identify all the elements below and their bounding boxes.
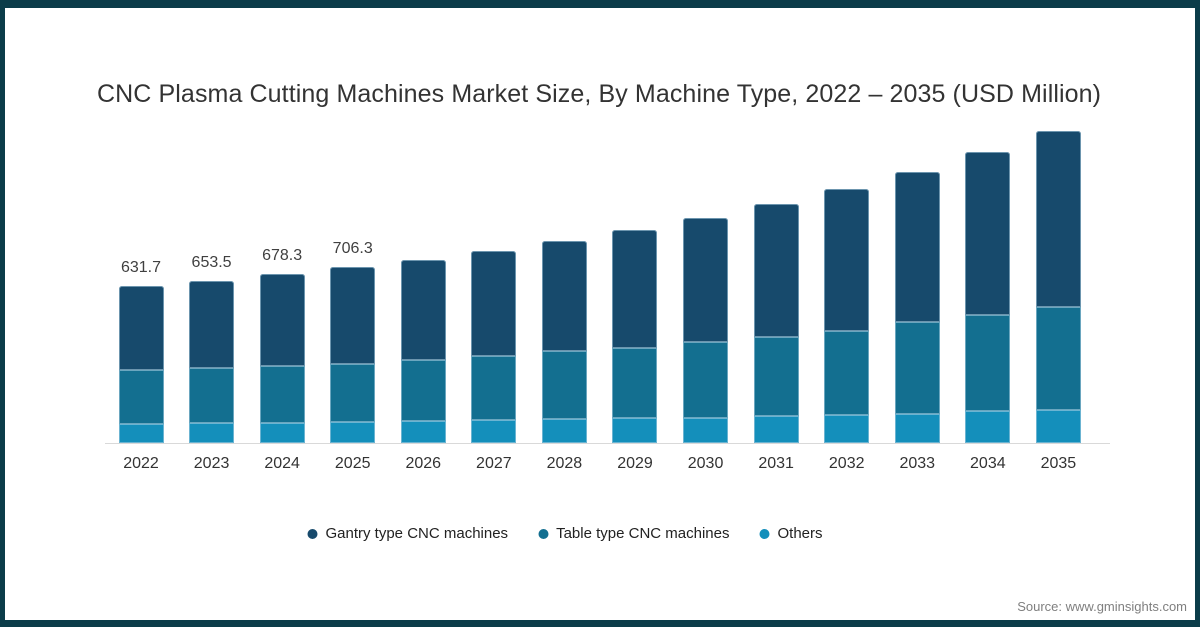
legend-item-table-type-cnc-machines: Table type CNC machines [538,525,729,542]
x-axis-label-2027: 2027 [476,455,512,472]
legend-dot-icon [307,528,318,539]
bar-segment-table-type-cnc-machines-2035 [1035,307,1081,411]
bar-segment-others-2027 [471,420,517,443]
x-axis-label-2028: 2028 [546,455,583,472]
bar-segment-gantry-type-cnc-machines-2023 [189,280,235,369]
bar-segment-others-2025 [330,421,376,443]
bar-segment-gantry-type-cnc-machines-2032 [824,189,870,331]
x-axis-label-2032: 2032 [828,455,865,472]
bar-segment-others-2032 [824,415,870,443]
bar-total-label-2023: 653.5 [191,253,232,271]
x-axis-label-2034: 2034 [970,455,1006,472]
bar-segment-others-2031 [753,416,799,443]
bar-total-label-2022: 631.7 [120,259,162,276]
legend-dot-icon [759,528,770,539]
bar-segment-table-type-cnc-machines-2027 [471,356,517,421]
bar-segment-gantry-type-cnc-machines-2034 [965,152,1011,316]
x-axis-line [105,443,1110,444]
bar-segment-table-type-cnc-machines-2026 [400,359,446,422]
bar-segment-others-2024 [259,423,305,443]
x-axis-label-2026: 2026 [405,455,442,472]
bar-segment-table-type-cnc-machines-2032 [824,330,870,416]
legend-item-gantry-type-cnc-machines: Gantry type CNC machines [307,525,508,542]
x-axis-label-2031: 2031 [758,455,794,472]
bar-segment-gantry-type-cnc-machines-2035 [1035,131,1081,308]
bar-segment-gantry-type-cnc-machines-2030 [683,217,729,343]
legend-label: Others [777,525,823,542]
bar-segment-gantry-type-cnc-machines-2029 [612,229,658,348]
bar-segment-table-type-cnc-machines-2029 [612,347,658,419]
bar-segment-table-type-cnc-machines-2030 [683,342,729,418]
bar-segment-others-2030 [683,417,729,443]
bar-segment-table-type-cnc-machines-2024 [259,366,305,424]
bar-segment-table-type-cnc-machines-2028 [541,351,587,420]
legend-dot-icon [538,528,549,539]
bar-segment-others-2026 [400,421,446,443]
bar-segment-others-2034 [965,411,1011,443]
bar-segment-gantry-type-cnc-machines-2033 [894,172,940,323]
bar-segment-table-type-cnc-machines-2031 [753,336,799,417]
bar-segment-table-type-cnc-machines-2033 [894,322,940,414]
x-axis-label-2035: 2035 [1040,455,1077,472]
bar-segment-gantry-type-cnc-machines-2022 [118,286,164,370]
x-axis-label-2030: 2030 [687,455,724,472]
legend-label: Table type CNC machines [556,525,730,542]
bar-segment-gantry-type-cnc-machines-2031 [753,204,799,337]
bar-segment-others-2033 [894,413,940,443]
bar-segment-gantry-type-cnc-machines-2028 [541,241,587,352]
legend-label: Gantry type CNC machines [325,525,509,542]
bar-segment-gantry-type-cnc-machines-2027 [471,250,517,356]
bar-segment-gantry-type-cnc-machines-2025 [330,267,376,365]
bar-segment-others-2028 [541,419,587,443]
bar-total-label-2024: 678.3 [262,247,303,265]
bar-segment-table-type-cnc-machines-2023 [189,368,235,424]
bar-segment-table-type-cnc-machines-2022 [118,370,164,424]
bar-segment-others-2035 [1035,410,1081,443]
x-axis-label-2025: 2025 [334,455,371,472]
source-attribution: Source: www.gminsights.com [1017,599,1187,614]
bar-segment-table-type-cnc-machines-2034 [965,315,1011,412]
bar-segment-others-2029 [612,418,658,443]
chart-legend: Gantry type CNC machines Table type CNC m… [307,525,823,542]
x-axis-label-2024: 2024 [264,455,300,472]
chart-title: CNC Plasma Cutting Machines Market Size,… [97,80,1102,108]
legend-item-others: Others [759,525,823,542]
bar-segment-gantry-type-cnc-machines-2026 [400,260,446,360]
bar-total-label-2025: 706.3 [332,240,373,258]
x-axis-label-2023: 2023 [193,455,230,472]
bar-segment-table-type-cnc-machines-2025 [330,364,376,422]
bar-segment-gantry-type-cnc-machines-2024 [259,274,305,367]
bar-segment-others-2022 [118,423,164,443]
x-axis-label-2029: 2029 [617,455,653,472]
x-axis-label-2022: 2022 [123,455,159,472]
bar-segment-others-2023 [189,423,235,443]
x-axis-label-2033: 2033 [899,455,936,472]
